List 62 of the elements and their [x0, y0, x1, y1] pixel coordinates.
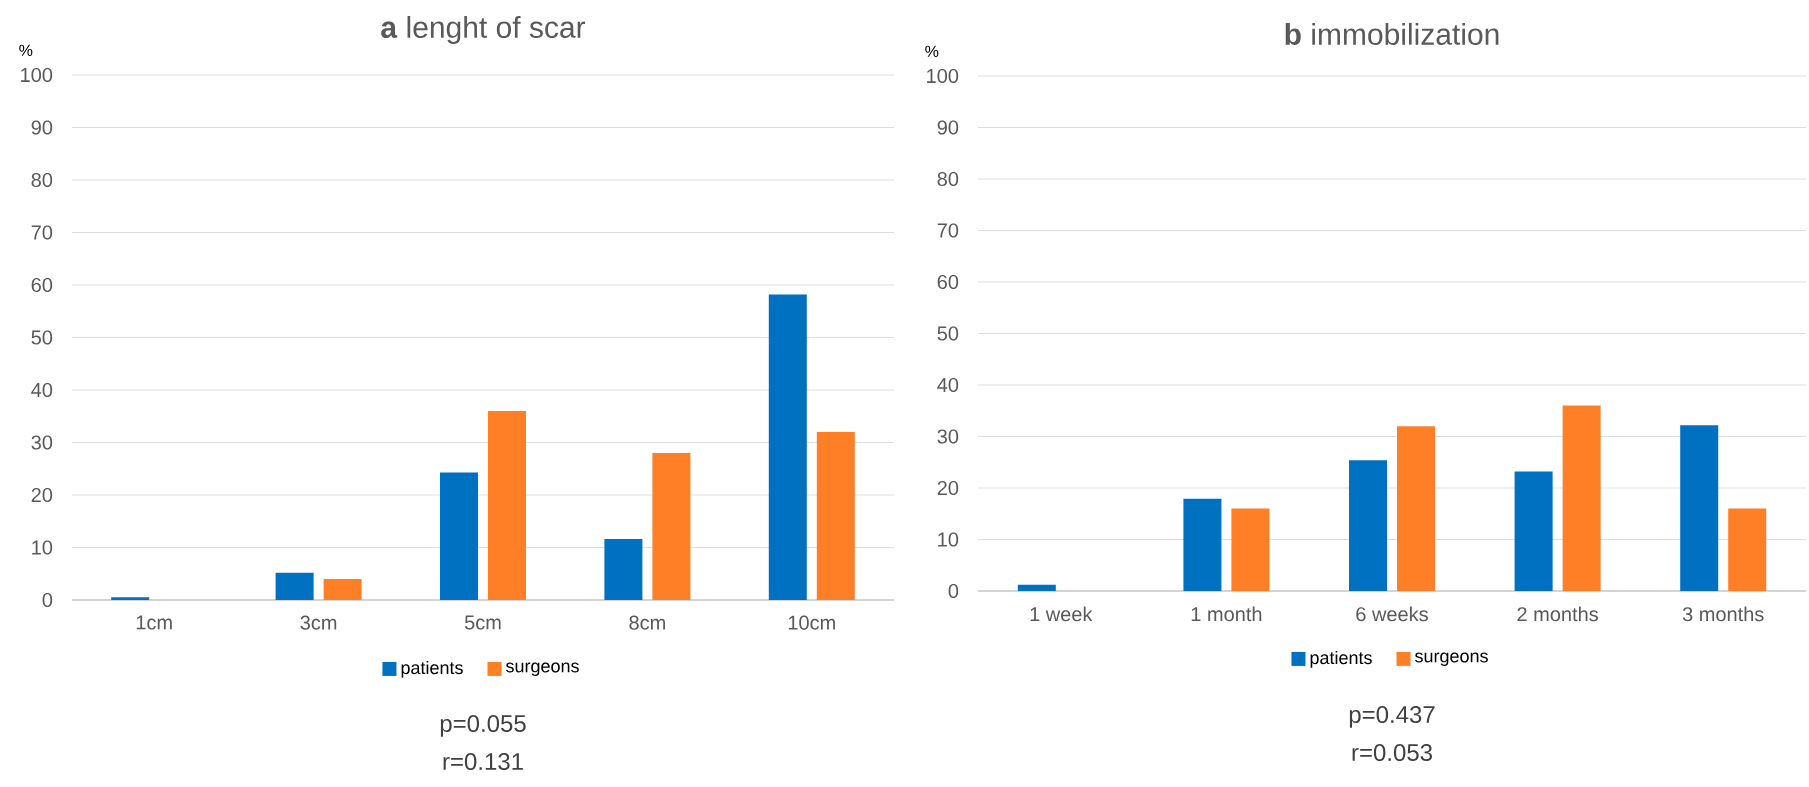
bar — [323, 579, 362, 600]
x-tick-label: 2 months — [1517, 606, 1598, 622]
chart-title: a lenght of scar — [381, 15, 586, 44]
bar — [488, 411, 527, 600]
y-tick-label: 100 — [21, 67, 53, 83]
x-tick-label: 8cm — [629, 615, 665, 630]
y-tick-label: 40 — [31, 382, 53, 398]
y-tick-label: 100 — [927, 68, 959, 84]
chart-title: b immobilization — [1285, 22, 1499, 45]
legend-label: surgeons — [506, 662, 579, 676]
x-tick-label: 1 week — [1030, 606, 1093, 622]
y-tick-label: 80 — [31, 172, 53, 188]
y-tick-label: 90 — [937, 120, 959, 135]
bar — [652, 453, 691, 600]
y-axis-title: % — [925, 45, 939, 57]
bar — [1562, 405, 1601, 591]
legend-label: surgeons — [1415, 652, 1488, 666]
bar — [816, 432, 855, 600]
bar — [1231, 508, 1270, 591]
x-tick-label: 10cm — [788, 615, 835, 630]
bar — [1514, 471, 1553, 591]
y-tick-label: 40 — [937, 377, 959, 393]
y-tick-label: 30 — [31, 435, 53, 450]
bar — [1728, 508, 1767, 591]
bar — [111, 597, 150, 600]
x-tick-label: 1cm — [136, 615, 172, 630]
x-tick-label: 6 weeks — [1356, 606, 1428, 622]
bar — [440, 472, 478, 600]
y-tick-label: 30 — [937, 429, 959, 444]
bar — [1349, 460, 1388, 591]
y-tick-label: 60 — [31, 277, 53, 293]
text: p=0.437 — [1349, 706, 1435, 728]
y-tick-label: 0 — [42, 592, 53, 608]
bar — [1017, 584, 1056, 591]
x-tick-label: 3cm — [300, 615, 337, 630]
y-tick-label: 50 — [31, 330, 53, 345]
y-axis-title: % — [19, 44, 33, 56]
x-tick-label: 1 month — [1191, 606, 1262, 622]
x-tick-label: 5cm — [464, 615, 501, 630]
y-tick-label: 20 — [31, 487, 53, 503]
x-tick-label: 3 months — [1682, 606, 1764, 622]
bar — [275, 572, 314, 600]
bar — [768, 294, 807, 600]
text: r=0.053 — [1352, 744, 1432, 762]
y-tick-label: 90 — [31, 120, 53, 135]
y-tick-label: 20 — [937, 480, 959, 496]
y-tick-label: 50 — [937, 326, 959, 341]
y-tick-label: 70 — [31, 225, 53, 240]
legend-label: patients — [1310, 650, 1372, 668]
bar — [1183, 498, 1222, 591]
y-tick-label: 0 — [948, 583, 959, 599]
bar — [604, 539, 643, 600]
y-tick-label: 10 — [32, 540, 53, 555]
y-tick-label: 10 — [938, 532, 959, 547]
y-tick-label: 60 — [937, 274, 959, 290]
bar — [1680, 425, 1719, 591]
legend-label: patients — [401, 660, 463, 678]
bar — [1397, 426, 1436, 591]
y-tick-label: 80 — [937, 171, 959, 187]
text: r=0.131 — [443, 753, 523, 771]
y-tick-label: 70 — [937, 223, 959, 238]
text: p=0.055 — [440, 715, 526, 737]
